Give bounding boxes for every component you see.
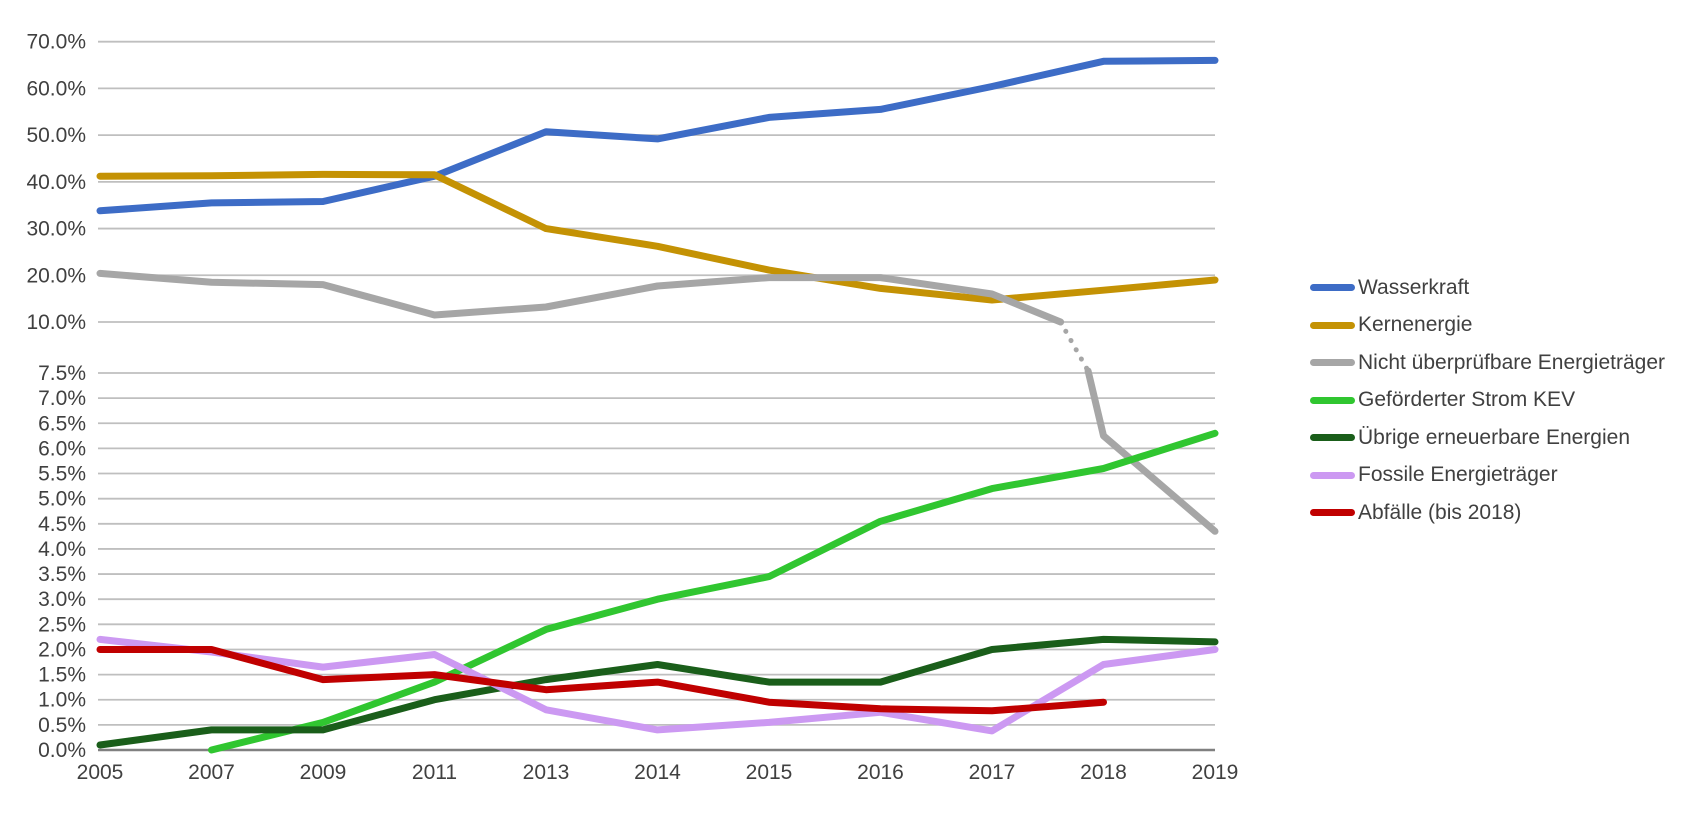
y-tick-label: 30.0%: [26, 218, 86, 241]
y-tick-label: 3.0%: [38, 588, 86, 611]
legend-label-abfaelle-bis-2018: Abfälle (bis 2018): [1358, 500, 1522, 524]
y-tick-label: 7.5%: [38, 362, 86, 385]
series-line-nicht-ueberpruefbare-energietraeger: [96, 269, 1065, 326]
x-tick-label: 2018: [1080, 761, 1127, 784]
y-tick-label: 6.5%: [38, 412, 86, 435]
legend-swatch-nicht-ueberpruefbare-energietraeger: [1310, 359, 1355, 367]
x-tick-label: 2007: [188, 761, 235, 784]
series-line-wasserkraft: [96, 56, 1219, 215]
x-tick-label: 2009: [300, 761, 347, 784]
y-tick-label: 70.0%: [26, 31, 86, 54]
y-tick-label: 0.5%: [38, 714, 86, 737]
y-tick-label: 4.5%: [38, 513, 86, 536]
legend-item-kernenergie: Kernenergie: [1310, 307, 1665, 345]
y-tick-label: 1.0%: [38, 689, 86, 712]
legend-label-wasserkraft: Wasserkraft: [1358, 275, 1470, 299]
x-tick-label: 2011: [412, 761, 457, 784]
legend-label-nicht-ueberpruefbare-energietraeger: Nicht überprüfbare Energieträger: [1358, 350, 1666, 374]
legend-item-uebrige-erneuerbare-energien: Übrige erneuerbare Energien: [1310, 419, 1665, 457]
legend-label-fossile-energietraeger: Fossile Energieträger: [1358, 463, 1558, 487]
series-line-kernenergie: [96, 170, 1219, 304]
chart-legend: Wasserkraft Kernenergie Nicht überprüfbare…: [1310, 269, 1665, 532]
legend-item-wasserkraft: Wasserkraft: [1310, 269, 1665, 307]
y-tick-label: 1.5%: [38, 664, 86, 687]
legend-swatch-gefoerderter-strom-kev: [1310, 396, 1355, 404]
x-tick-label: 2016: [857, 761, 904, 784]
y-tick-label: 5.5%: [38, 463, 86, 486]
x-tick-label: 2013: [523, 761, 570, 784]
series-line-nicht-ueberpruefbare-energietraeger-axis-break-dotted: [1058, 319, 1091, 374]
legend-label-gefoerderter-strom-kev: Geförderter Strom KEV: [1358, 388, 1576, 412]
legend-item-abfaelle-bis-2018: Abfälle (bis 2018): [1310, 494, 1665, 532]
legend-swatch-uebrige-erneuerbare-energien: [1310, 434, 1355, 442]
legend-item-nicht-ueberpruefbare-energietraeger: Nicht überprüfbare Energieträger: [1310, 344, 1665, 382]
y-tick-label: 5.0%: [38, 488, 86, 511]
y-tick-label: 2.0%: [38, 638, 86, 661]
x-tick-label: 2014: [634, 761, 681, 784]
legend-item-gefoerderter-strom-kev: Geförderter Strom KEV: [1310, 382, 1665, 420]
y-tick-label: 2.5%: [38, 613, 86, 636]
legend-swatch-abfaelle-bis-2018: [1310, 509, 1355, 517]
x-tick-label: 2005: [77, 761, 124, 784]
legend-label-kernenergie: Kernenergie: [1358, 313, 1473, 337]
series-line-gefoerderter-strom-kev: [208, 429, 1219, 754]
series-line-nicht-ueberpruefbare-energietraeger: [1084, 367, 1219, 535]
legend-label-uebrige-erneuerbare-energien: Übrige erneuerbare Energien: [1358, 425, 1631, 449]
y-tick-label: 4.0%: [38, 538, 86, 561]
y-tick-label: 10.0%: [26, 311, 86, 334]
y-tick-label: 6.0%: [38, 437, 86, 460]
legend-swatch-wasserkraft: [1310, 284, 1355, 292]
legend-item-fossile-energietraeger: Fossile Energieträger: [1310, 457, 1665, 495]
y-tick-label: 3.5%: [38, 563, 86, 586]
x-tick-label: 2019: [1192, 761, 1239, 784]
y-tick-label: 50.0%: [26, 124, 86, 147]
y-tick-label: 20.0%: [26, 264, 86, 287]
y-tick-label: 7.0%: [38, 387, 86, 410]
legend-swatch-kernenergie: [1310, 321, 1355, 329]
series-line-uebrige-erneuerbare-energien: [96, 635, 1219, 749]
y-tick-label: 0.0%: [38, 739, 86, 762]
series-line-abfaelle-bis-2018: [96, 646, 1107, 715]
x-tick-label: 2015: [746, 761, 793, 784]
x-tick-label: 2017: [969, 761, 1016, 784]
y-tick-label: 60.0%: [26, 77, 86, 100]
y-tick-label: 40.0%: [26, 171, 86, 194]
legend-swatch-fossile-energietraeger: [1310, 471, 1355, 479]
